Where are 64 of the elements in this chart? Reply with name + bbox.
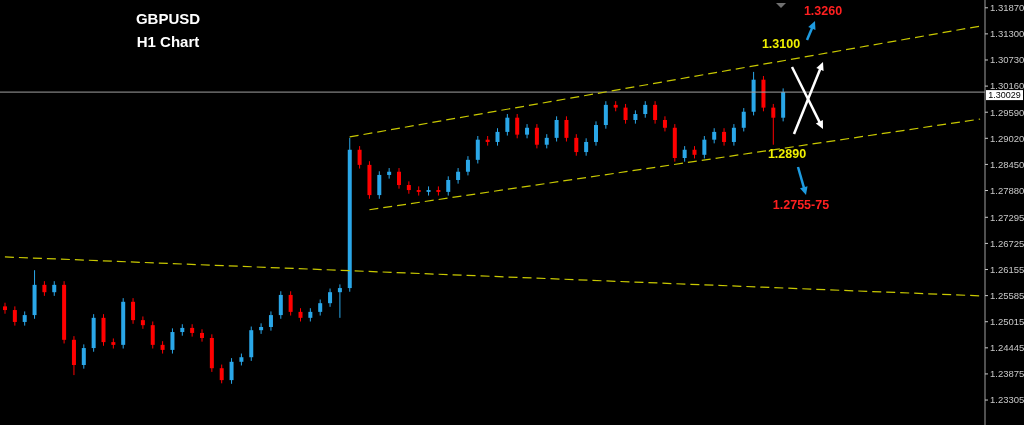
- y-tick-label: 1.30730: [990, 54, 1024, 66]
- candlestick: [741, 107, 746, 132]
- annotation: 1.2890: [766, 147, 808, 161]
- candlestick: [475, 135, 480, 164]
- ref-line-label: 1.30029: [988, 90, 1021, 101]
- candlestick: [337, 283, 342, 319]
- candlestick: [446, 175, 451, 197]
- candlestick: [554, 115, 559, 143]
- y-tick-label: 1.25585: [990, 289, 1024, 301]
- y-tick-label: 1.31870: [990, 2, 1024, 14]
- text: H1 Chart: [135, 33, 201, 50]
- candlestick: [771, 103, 776, 146]
- candlestick: [456, 167, 461, 185]
- candlestick: [731, 123, 736, 147]
- annotation: 1.3260: [802, 4, 844, 18]
- candlestick: [465, 155, 470, 176]
- candlestick: [357, 145, 362, 170]
- candlestick: [603, 100, 608, 130]
- candlestick: [594, 120, 598, 147]
- candlestick: [534, 123, 539, 149]
- y-tick-label: 1.23875: [990, 368, 1024, 380]
- y-tick-label: 1.29020: [990, 132, 1024, 144]
- candlestick: [288, 290, 293, 317]
- candlestick: [515, 113, 520, 139]
- candlestick: [12, 305, 17, 327]
- candlestick: [564, 115, 569, 143]
- candlestick: [623, 103, 628, 125]
- y-tick-label: 1.30160: [990, 80, 1024, 92]
- candlestick: [278, 290, 283, 320]
- candlestick: [170, 327, 175, 355]
- candlestick: [219, 364, 224, 384]
- candlestick: [505, 113, 510, 137]
- candlestick: [662, 115, 667, 132]
- annotation: 1.2755-75: [771, 198, 831, 212]
- candlestick: [702, 135, 707, 159]
- candlestick: [525, 123, 530, 139]
- candlestick: [3, 302, 7, 315]
- candlestick: [377, 170, 382, 200]
- candlestick: [259, 322, 264, 335]
- candlestick: [397, 167, 401, 190]
- candlestick: [200, 328, 204, 343]
- y-tick-label: 1.23305: [990, 394, 1024, 406]
- y-tick-label: 1.25015: [990, 316, 1024, 328]
- annotation: 1.3100: [760, 37, 802, 51]
- y-tick-label: 1.26725: [990, 237, 1024, 249]
- candlestick: [81, 343, 86, 370]
- candlestick: [140, 315, 145, 330]
- candlestick: [268, 310, 273, 332]
- y-tick-label: 1.28450: [990, 158, 1024, 170]
- y-tick-label: 1.31300: [990, 28, 1024, 40]
- text: GBPUSD: [134, 10, 202, 27]
- y-tick-label: 1.26155: [990, 263, 1024, 275]
- candlestick: [722, 127, 727, 147]
- candlestick: [150, 321, 155, 350]
- candlestick: [131, 297, 136, 325]
- y-tick-label: 1.29590: [990, 106, 1024, 118]
- candlestick: [653, 100, 658, 125]
- y-tick-label: 1.24445: [990, 342, 1024, 354]
- candlestick: [574, 133, 579, 157]
- candlestick: [406, 180, 411, 195]
- candlestick: [229, 357, 234, 385]
- y-tick-label: 1.27880: [990, 184, 1024, 196]
- y-tick-label: 1.27295: [990, 211, 1024, 223]
- candlestick: [328, 288, 333, 308]
